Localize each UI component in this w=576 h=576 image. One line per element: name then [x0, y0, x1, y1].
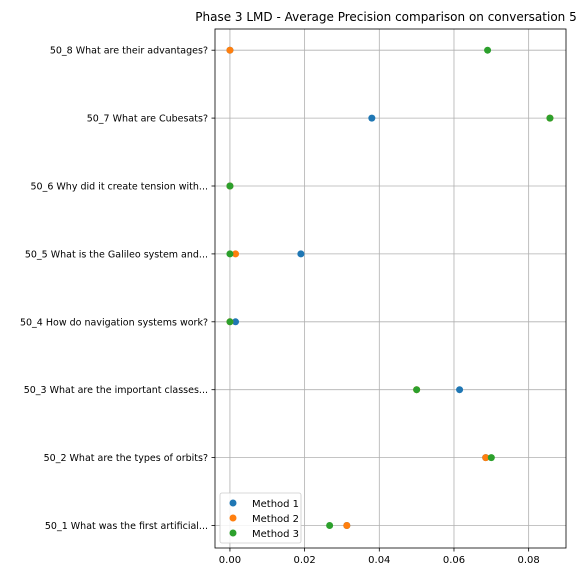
x-tick-label: 0.06: [443, 555, 465, 566]
legend: Method 1 Method 2 Method 3: [219, 492, 302, 544]
x-tick-label: 0.00: [219, 555, 241, 566]
x-axis-tick-labels: 0.00 0.02 0.04 0.06 0.08: [219, 548, 540, 566]
category-label: 50_5 What is the Galileo system and...: [25, 249, 208, 260]
data-point-method-2: [226, 46, 234, 54]
data-point-method-3: [326, 522, 334, 529]
data-point-method-3: [226, 250, 234, 258]
data-point-method-3: [546, 114, 554, 122]
chart-title: Phase 3 LMD - Average Precision comparis…: [195, 10, 576, 24]
x-tick-label: 0.08: [518, 555, 540, 566]
category-label: 50_2 What are the types of orbits?: [44, 453, 208, 464]
grid-lines: [215, 29, 566, 548]
legend-label-method-3: Method 3: [252, 529, 299, 540]
data-point-method-1: [232, 318, 240, 326]
data-point-method-3: [413, 386, 421, 394]
category-label: 50_7 What are Cubesats?: [87, 114, 208, 125]
category-label: 50_1 What was the first artificial...: [45, 521, 208, 532]
legend-marker-method-1: [229, 499, 237, 507]
plot-area-frame: [214, 28, 567, 549]
data-point-method-1: [456, 386, 464, 394]
data-point-method-3: [226, 182, 234, 190]
category-label: 50_8 What are their advantages?: [50, 46, 208, 57]
data-point-method-1: [368, 114, 376, 122]
legend-label-method-2: Method 2: [252, 514, 299, 525]
x-tick-label: 0.02: [293, 555, 315, 566]
legend-marker-method-3: [229, 529, 237, 537]
data-point-method-3: [226, 318, 234, 326]
data-points: [226, 46, 554, 529]
data-point-method-2: [482, 454, 490, 462]
category-label: 50_3 What are the important classes...: [24, 385, 208, 396]
x-tick-label: 0.04: [368, 555, 390, 566]
legend-label-method-1: Method 1: [252, 499, 299, 510]
category-label: 50_4 How do navigation systems work?: [20, 317, 208, 328]
legend-box: [219, 492, 302, 544]
data-point-method-2: [343, 522, 351, 529]
category-label: 50_6 Why did it create tension with...: [31, 182, 209, 193]
legend-marker-method-2: [229, 514, 237, 522]
data-point-method-2: [232, 250, 240, 258]
data-point-method-3: [487, 454, 495, 462]
data-point-method-3: [484, 46, 492, 54]
y-axis-tick-labels: 50_1 What was the first artificial... 50_…: [20, 46, 215, 532]
data-point-method-1: [297, 250, 305, 258]
